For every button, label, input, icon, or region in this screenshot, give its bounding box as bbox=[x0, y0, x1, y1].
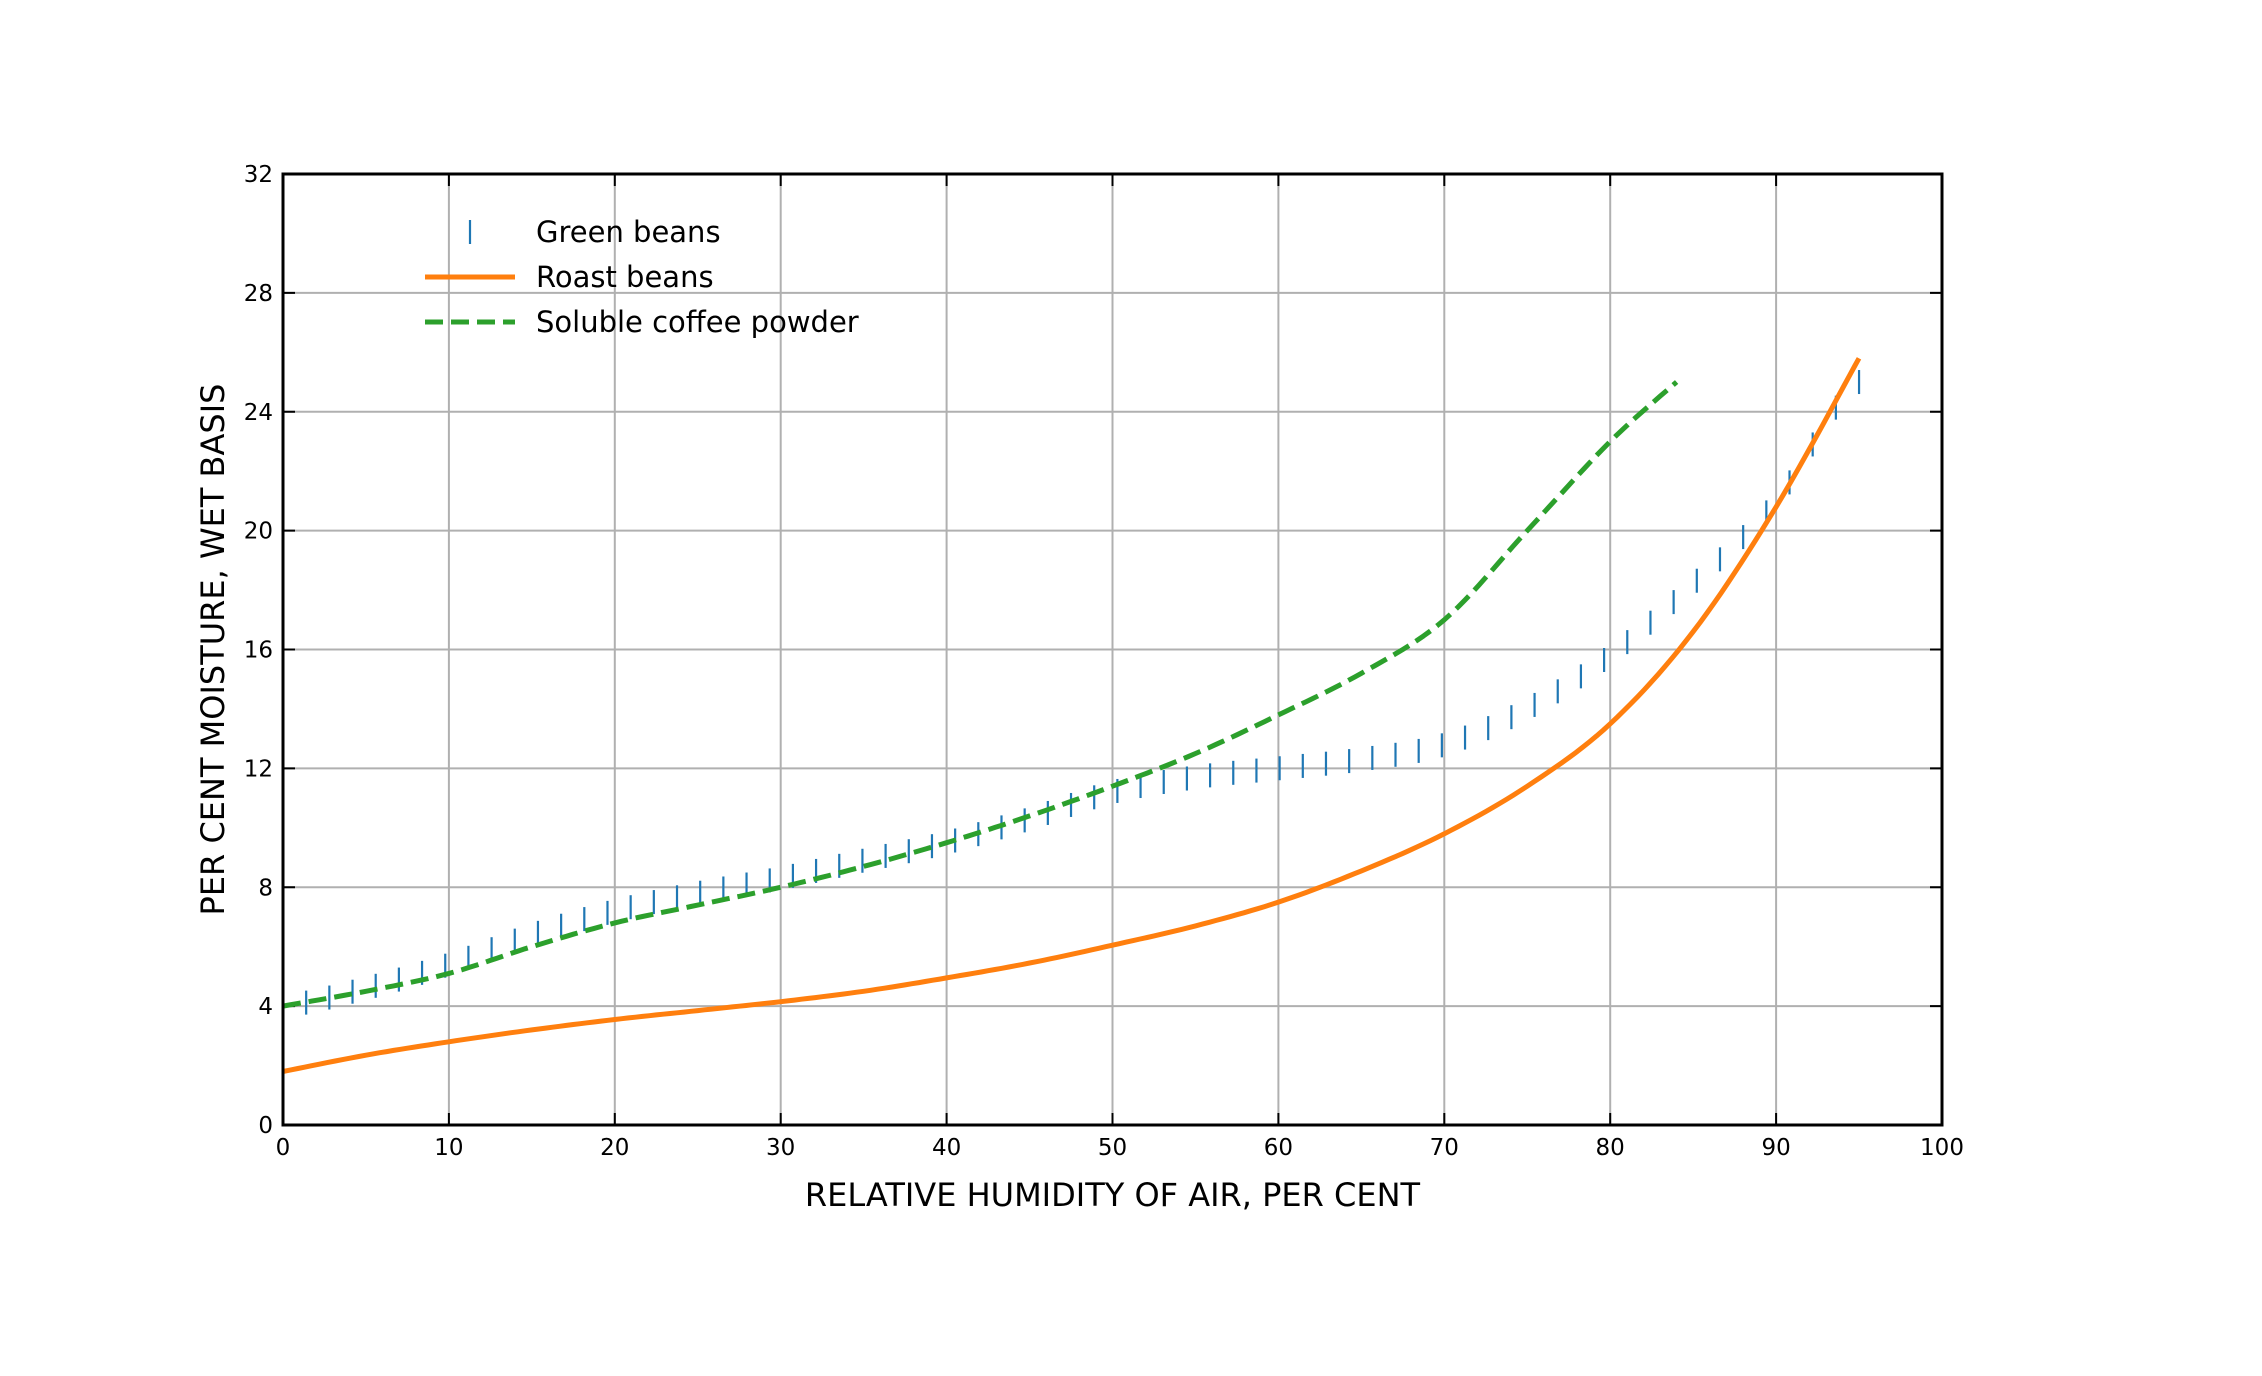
series-2 bbox=[282, 380, 1679, 1009]
y-tick-label: 8 bbox=[258, 875, 273, 901]
x-axis-label: RELATIVE HUMIDITY OF AIR, PER CENT bbox=[805, 1176, 1421, 1214]
y-tick-label: 32 bbox=[244, 162, 273, 188]
roast-beans-line bbox=[282, 357, 1862, 1074]
plot-frame bbox=[281, 172, 1944, 1127]
y-tick-label: 12 bbox=[244, 756, 273, 782]
y-tick-label: 0 bbox=[258, 1113, 273, 1139]
x-tick-label: 30 bbox=[766, 1135, 795, 1161]
series-1 bbox=[282, 357, 1862, 1074]
y-tick-label: 28 bbox=[244, 281, 273, 307]
x-axis-ticks: 0 10 20 30 40 50 60 70 80 90 100 bbox=[276, 174, 1964, 1161]
legend-label: Roast beans bbox=[536, 260, 714, 294]
legend-label: Soluble coffee powder bbox=[536, 305, 859, 339]
x-tick-label: 10 bbox=[434, 1135, 463, 1161]
y-tick-label: 24 bbox=[244, 400, 273, 426]
y-tick-label: 4 bbox=[258, 994, 273, 1020]
x-tick-label: 20 bbox=[600, 1135, 629, 1161]
x-tick-label: 60 bbox=[1264, 1135, 1293, 1161]
x-tick-label: 90 bbox=[1761, 1135, 1790, 1161]
legend-label: Green beans bbox=[536, 215, 721, 249]
x-tick-label: 70 bbox=[1430, 1135, 1459, 1161]
y-axis-label: PER CENT MOISTURE, WET BASIS bbox=[194, 384, 232, 916]
series-0 bbox=[281, 370, 1861, 1019]
legend: Green beans Roast beans Soluble coffee pow… bbox=[425, 215, 859, 339]
y-tick-label: 20 bbox=[244, 519, 273, 545]
x-tick-label: 50 bbox=[1098, 1135, 1127, 1161]
soluble-powder-line bbox=[282, 380, 1679, 1009]
x-tick-label: 0 bbox=[276, 1135, 291, 1161]
y-tick-label: 16 bbox=[244, 638, 273, 664]
x-tick-label: 80 bbox=[1596, 1135, 1625, 1161]
series-layer bbox=[281, 357, 1862, 1074]
x-tick-label: 100 bbox=[1920, 1135, 1964, 1161]
x-tick-label: 40 bbox=[932, 1135, 961, 1161]
